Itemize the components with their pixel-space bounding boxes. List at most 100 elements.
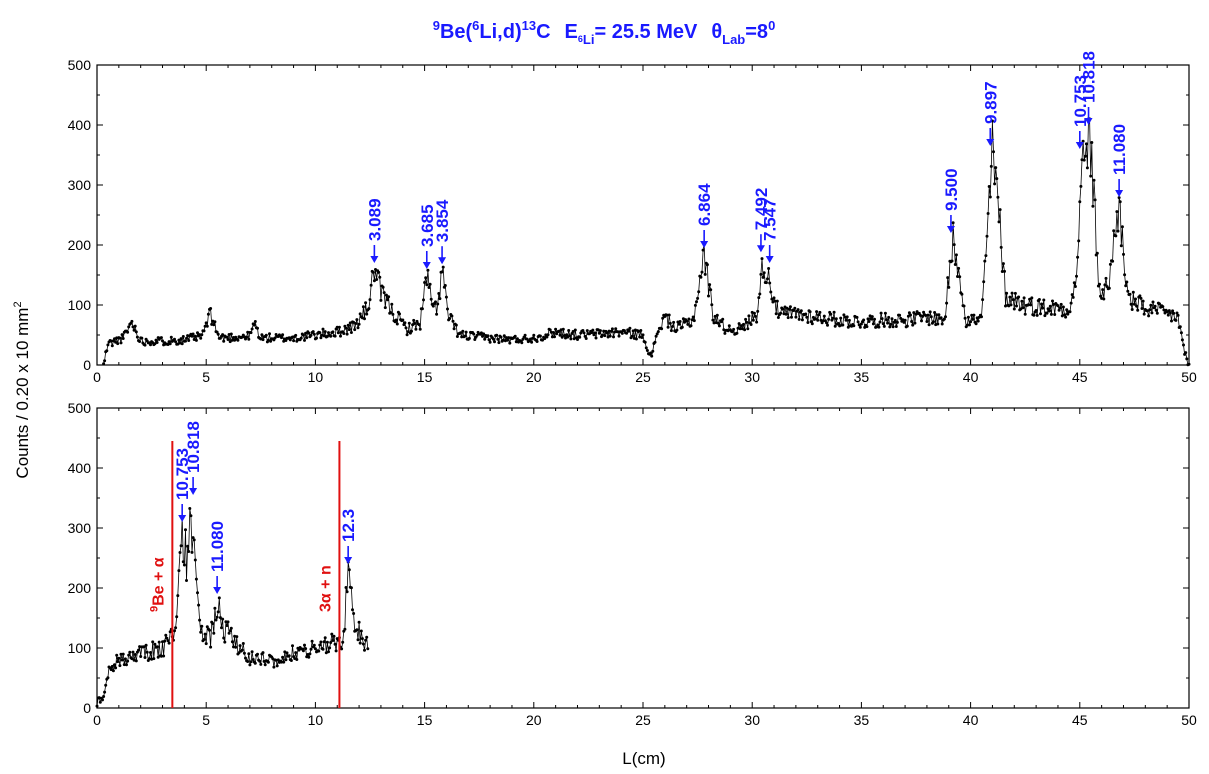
title-energy-value: = 25.5 MeV: [594, 21, 698, 43]
data-point: [221, 617, 225, 621]
data-point: [1040, 302, 1044, 306]
data-point: [1184, 351, 1188, 355]
y-tick-label: 500: [68, 57, 92, 73]
data-point: [102, 695, 106, 698]
data-point: [573, 328, 577, 332]
data-point: [557, 329, 561, 333]
data-point: [1123, 273, 1127, 277]
data-point: [381, 285, 385, 289]
data-point: [228, 340, 232, 344]
data-point: [757, 296, 761, 300]
data-point: [345, 332, 349, 336]
data-point: [334, 649, 338, 653]
data-point: [1170, 319, 1173, 323]
data-point: [1112, 229, 1116, 233]
data-point: [318, 331, 322, 335]
data-point: [972, 313, 976, 317]
data-point: [805, 315, 809, 319]
data-point: [212, 323, 216, 327]
data-point: [196, 331, 199, 335]
data-point: [327, 650, 330, 654]
y-tick-label: 400: [68, 117, 92, 133]
data-point: [1138, 294, 1142, 298]
data-point: [377, 270, 381, 274]
data-point: [119, 341, 123, 345]
data-point: [1023, 312, 1027, 316]
data-point: [365, 635, 369, 639]
data-point: [291, 644, 294, 648]
peak-label: 9.897: [981, 81, 1000, 124]
data-point: [640, 336, 644, 339]
y-axis-title-sup: 2: [12, 301, 24, 307]
data-point: [168, 342, 172, 346]
data-point: [191, 536, 195, 540]
data-point: [244, 656, 247, 660]
data-point: [1098, 282, 1101, 286]
data-point: [229, 626, 233, 630]
data-point: [127, 653, 131, 657]
data-point: [358, 312, 362, 316]
data-point: [379, 298, 383, 302]
data-point: [178, 551, 182, 554]
data-point: [464, 330, 468, 334]
data-point: [368, 298, 372, 302]
data-point: [319, 336, 323, 340]
data-point: [259, 662, 263, 666]
data-point: [888, 325, 892, 329]
data-point: [1078, 200, 1082, 204]
data-point: [221, 333, 225, 337]
data-point: [308, 652, 312, 656]
data-point: [253, 661, 257, 665]
data-point: [530, 340, 534, 344]
data-point: [1120, 225, 1124, 229]
data-point: [651, 349, 655, 353]
data-point: [233, 634, 237, 638]
data-point: [956, 275, 959, 278]
data-point: [328, 646, 332, 650]
data-point: [947, 285, 951, 289]
data-point: [514, 340, 518, 344]
data-point: [826, 323, 829, 327]
data-point: [775, 299, 779, 303]
data-point: [1118, 200, 1122, 204]
data-point: [546, 333, 550, 337]
data-point: [810, 322, 814, 326]
data-point: [685, 319, 689, 323]
data-point: [187, 550, 191, 553]
data-point: [680, 325, 684, 329]
data-point: [101, 698, 104, 702]
data-point: [993, 182, 997, 186]
data-point: [1092, 178, 1096, 182]
data-point: [1111, 259, 1115, 263]
data-point: [669, 329, 673, 333]
data-point: [994, 166, 998, 170]
data-point: [499, 335, 503, 339]
x-tick-label: 50: [1181, 712, 1197, 728]
data-point: [335, 325, 339, 329]
data-point: [594, 336, 598, 340]
data-point: [138, 340, 142, 343]
data-point: [852, 324, 856, 328]
data-point: [357, 620, 361, 624]
data-point: [992, 150, 995, 154]
spectrum-line: [103, 118, 1190, 366]
data-point: [213, 320, 217, 324]
data-point: [940, 322, 944, 326]
data-point: [880, 317, 884, 321]
data-point: [898, 313, 902, 317]
peak-arrow-head: [213, 587, 222, 594]
data-point: [331, 330, 335, 334]
data-point: [687, 317, 691, 321]
data-point: [1172, 311, 1176, 315]
data-point: [386, 298, 389, 302]
data-point: [127, 325, 131, 329]
data-point: [280, 660, 283, 664]
data-point: [581, 329, 585, 332]
data-point: [159, 336, 163, 340]
data-point: [627, 329, 631, 333]
title-angle-sup: 0: [768, 18, 775, 33]
data-point: [220, 626, 223, 630]
data-point: [986, 212, 990, 215]
data-point: [253, 320, 257, 323]
data-point: [926, 313, 930, 317]
